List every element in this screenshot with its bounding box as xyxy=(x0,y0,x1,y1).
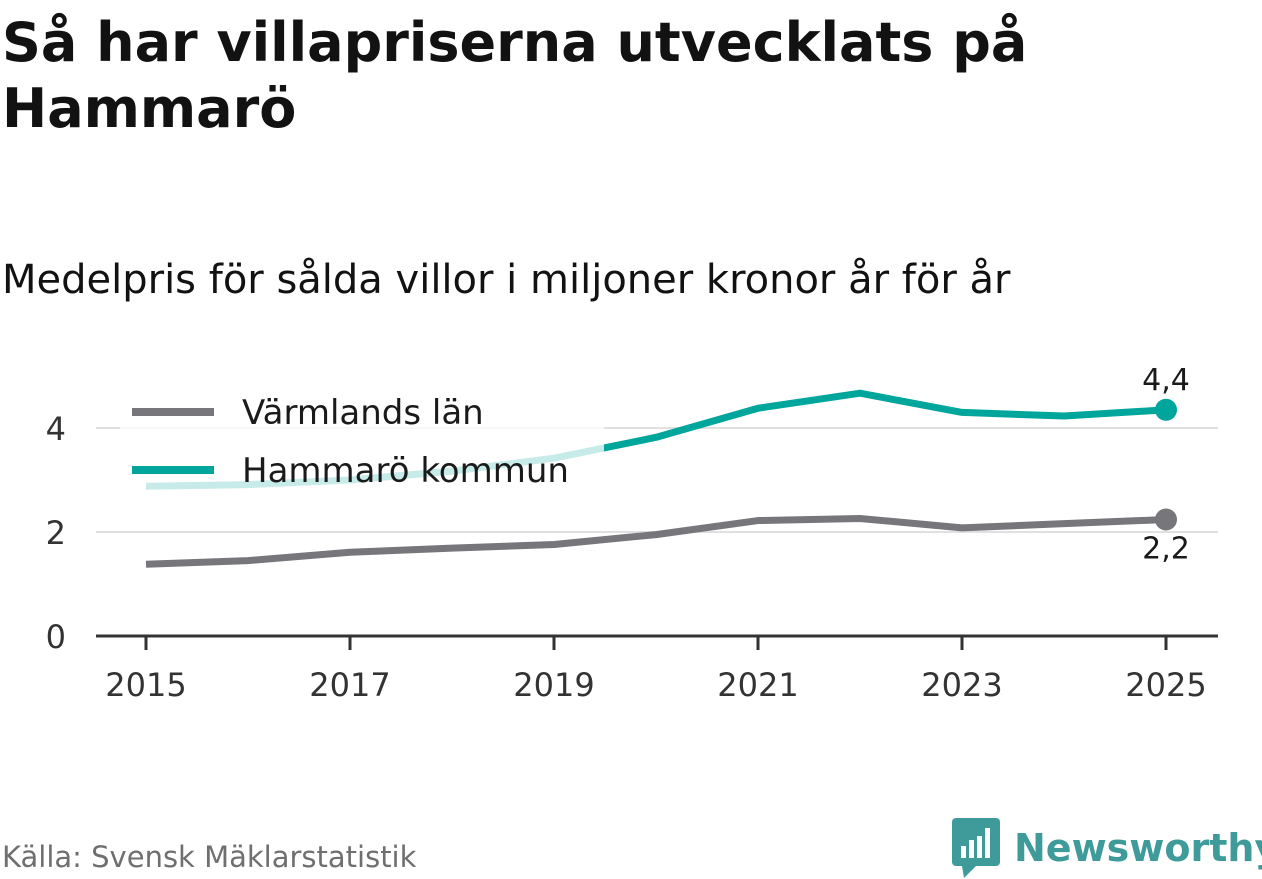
legend-backdrop xyxy=(120,384,604,494)
newsworthy-logo[interactable]: Newsworthy xyxy=(952,818,1262,878)
hammaro-end-label: 4,4 xyxy=(1142,363,1190,398)
y-tick-label: 2 xyxy=(46,514,66,552)
x-tick-label: 2021 xyxy=(717,666,798,704)
varmland-end-label: 2,2 xyxy=(1142,532,1190,567)
legend-label: Hammarö kommun xyxy=(242,451,569,491)
x-tick-label: 2025 xyxy=(1125,666,1206,704)
varmland-end-dot xyxy=(1155,508,1177,531)
y-tick-label: 0 xyxy=(46,618,66,656)
legend-item-hammaro: Hammarö kommun xyxy=(132,451,569,491)
x-tick-label: 2017 xyxy=(309,666,390,704)
legend-item-varmland: Värmlands län xyxy=(132,393,484,433)
x-tick-label: 2015 xyxy=(105,666,186,704)
legend-label: Värmlands län xyxy=(242,393,484,433)
legend: Värmlands län Hammarö kommun xyxy=(120,384,604,494)
chart-subtitle: Medelpris för sålda villor i miljoner kr… xyxy=(2,257,1011,303)
y-axis-ticks: 0 2 4 xyxy=(46,410,66,656)
x-axis: 2015 2017 2019 2021 2023 2025 xyxy=(96,634,1218,704)
brand-name: Newsworthy xyxy=(1014,826,1262,870)
x-tick-label: 2023 xyxy=(921,666,1002,704)
end-labels: 2,2 4,4 xyxy=(1142,363,1190,567)
bar-chart-speech-bubble-icon xyxy=(952,818,1000,878)
x-tick-label: 2019 xyxy=(513,666,594,704)
varmland-line xyxy=(145,514,1167,568)
y-tick-label: 4 xyxy=(46,410,66,448)
hammaro-end-dot xyxy=(1155,398,1177,421)
source-note: Källa: Svensk Mäklarstatistik xyxy=(2,840,417,874)
chart-title: Så har villapriserna utvecklats på Hamma… xyxy=(2,11,1028,140)
